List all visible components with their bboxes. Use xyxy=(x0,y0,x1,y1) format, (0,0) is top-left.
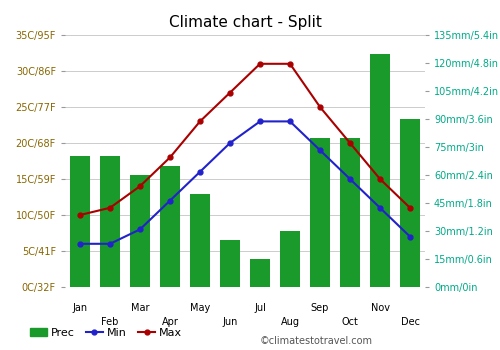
Bar xyxy=(340,138,360,287)
Bar xyxy=(400,119,420,287)
Bar xyxy=(100,156,120,287)
Text: Jun: Jun xyxy=(222,317,238,327)
Bar xyxy=(160,166,180,287)
Text: ©climatestotravel.com: ©climatestotravel.com xyxy=(260,336,373,346)
Text: Jan: Jan xyxy=(72,303,88,313)
Bar xyxy=(310,138,330,287)
Legend: Prec, Min, Max: Prec, Min, Max xyxy=(26,324,187,343)
Text: Nov: Nov xyxy=(370,303,390,313)
Text: Aug: Aug xyxy=(280,317,299,327)
Title: Climate chart - Split: Climate chart - Split xyxy=(168,15,322,30)
Text: Feb: Feb xyxy=(102,317,118,327)
Text: Oct: Oct xyxy=(342,317,358,327)
Bar xyxy=(280,231,300,287)
Bar xyxy=(190,194,210,287)
Text: Apr: Apr xyxy=(162,317,178,327)
Text: Mar: Mar xyxy=(131,303,149,313)
Bar xyxy=(220,240,240,287)
Bar xyxy=(130,175,150,287)
Bar xyxy=(250,259,270,287)
Bar xyxy=(370,54,390,287)
Bar xyxy=(70,156,90,287)
Text: Jul: Jul xyxy=(254,303,266,313)
Text: May: May xyxy=(190,303,210,313)
Text: Sep: Sep xyxy=(311,303,329,313)
Text: Dec: Dec xyxy=(400,317,419,327)
